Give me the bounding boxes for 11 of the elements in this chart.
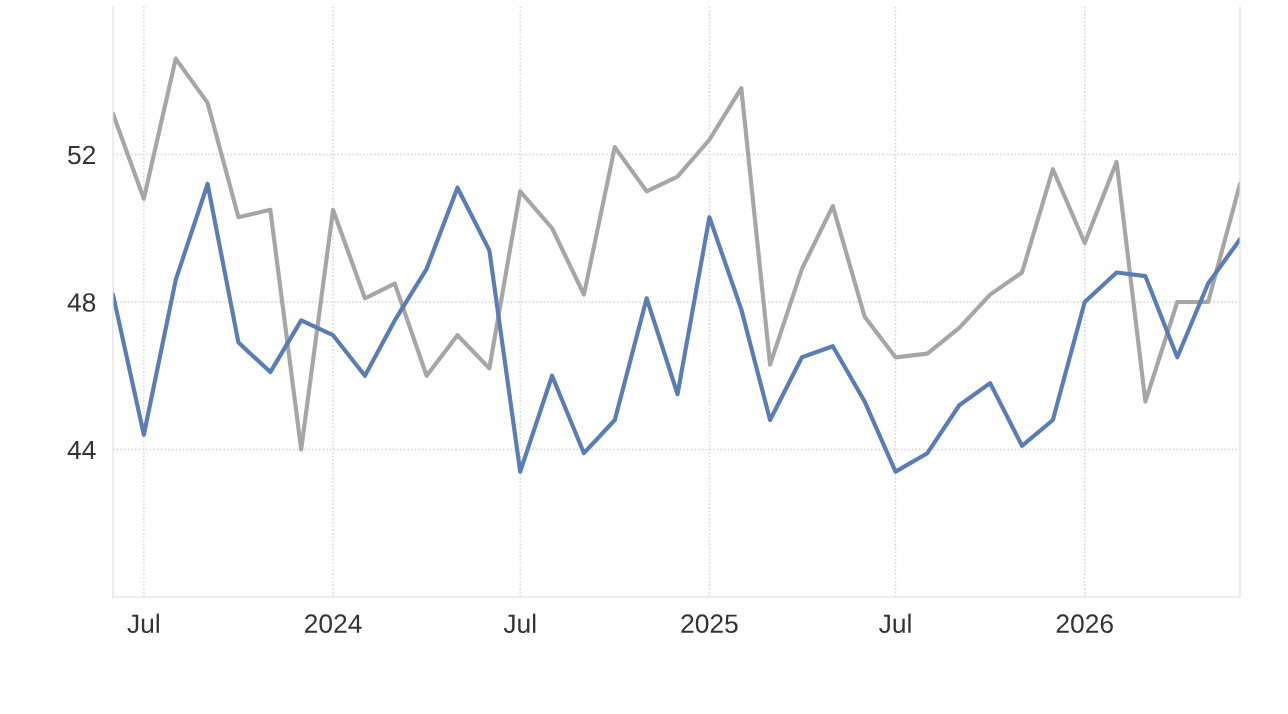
y-tick-label: 48 bbox=[67, 293, 96, 312]
line-series bbox=[113, 181, 1240, 474]
y-tick-label: 52 bbox=[68, 145, 96, 165]
x-tick-label: 2024 bbox=[305, 614, 362, 634]
line-series bbox=[113, 56, 1240, 452]
x-tick-label: Jul bbox=[503, 613, 536, 634]
x-tick-label: Jul bbox=[127, 613, 159, 634]
x-tick-label: Jul bbox=[879, 613, 911, 634]
y-tick-label: 44 bbox=[67, 440, 96, 460]
x-tick-label: 2026 bbox=[1056, 614, 1113, 634]
x-tick-label: 2025 bbox=[681, 614, 738, 634]
